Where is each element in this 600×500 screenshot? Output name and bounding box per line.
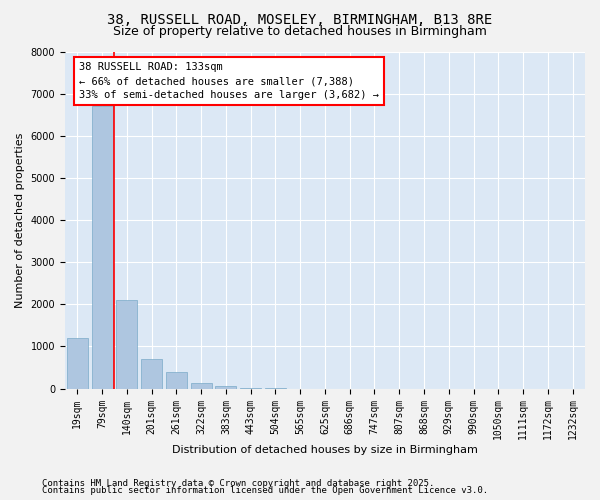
Text: Contains public sector information licensed under the Open Government Licence v3: Contains public sector information licen… — [42, 486, 488, 495]
X-axis label: Distribution of detached houses by size in Birmingham: Distribution of detached houses by size … — [172, 445, 478, 455]
Text: Contains HM Land Registry data © Crown copyright and database right 2025.: Contains HM Land Registry data © Crown c… — [42, 478, 434, 488]
Bar — [92, 106, 113, 388]
Bar — [191, 383, 212, 388]
Text: Size of property relative to detached houses in Birmingham: Size of property relative to detached ho… — [113, 25, 487, 38]
Bar — [67, 338, 88, 388]
Bar — [166, 372, 187, 388]
Bar — [141, 359, 162, 388]
Y-axis label: Number of detached properties: Number of detached properties — [15, 132, 25, 308]
Bar — [215, 386, 236, 388]
Bar — [116, 300, 137, 388]
Text: 38 RUSSELL ROAD: 133sqm
← 66% of detached houses are smaller (7,388)
33% of semi: 38 RUSSELL ROAD: 133sqm ← 66% of detache… — [79, 62, 379, 100]
Text: 38, RUSSELL ROAD, MOSELEY, BIRMINGHAM, B13 8RE: 38, RUSSELL ROAD, MOSELEY, BIRMINGHAM, B… — [107, 12, 493, 26]
